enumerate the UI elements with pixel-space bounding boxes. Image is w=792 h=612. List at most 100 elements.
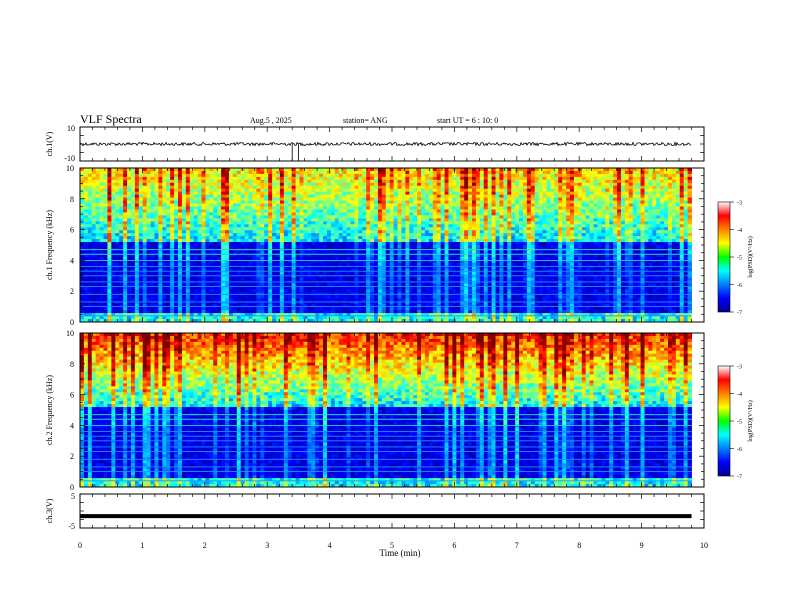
spectrogram-cell bbox=[315, 215, 320, 219]
spectrogram-cell bbox=[138, 236, 144, 240]
spectrogram-cell bbox=[397, 215, 402, 219]
spectrogram-cell bbox=[119, 259, 124, 264]
spectrogram-cell bbox=[377, 209, 383, 213]
spectrogram-cell bbox=[142, 233, 148, 237]
spectrogram-cell bbox=[260, 215, 265, 219]
spectrogram-cell bbox=[178, 221, 183, 225]
spectrogram-cell bbox=[185, 206, 191, 210]
spectrogram-cell bbox=[440, 224, 445, 228]
spectrogram-cell bbox=[193, 233, 198, 237]
spectrogram-cell bbox=[103, 176, 108, 181]
spectrogram-cell bbox=[134, 209, 140, 213]
spectrogram-cell bbox=[526, 209, 532, 213]
spectrogram-cell bbox=[436, 182, 442, 187]
spectrogram-cell bbox=[671, 212, 677, 216]
spectrogram-cell bbox=[115, 203, 120, 207]
spectrogram-cell bbox=[538, 179, 543, 184]
spectrogram-cell bbox=[268, 179, 273, 184]
spectrogram-cell bbox=[472, 227, 477, 231]
spectrogram-cell bbox=[366, 168, 371, 172]
spectrogram-cell bbox=[483, 185, 489, 190]
spectrogram-cell bbox=[511, 250, 516, 255]
spectrogram-cell bbox=[342, 173, 347, 178]
spectrogram-cell bbox=[334, 170, 340, 175]
spectrogram-cell bbox=[503, 212, 508, 216]
spectrogram-cell bbox=[166, 191, 171, 196]
spectrogram-cell bbox=[217, 256, 222, 261]
spectrogram-cell bbox=[346, 188, 351, 193]
spectrogram-cell bbox=[256, 215, 261, 219]
spectrogram-cell bbox=[389, 203, 394, 207]
spectrogram-cell bbox=[644, 227, 649, 231]
spectrogram-cell bbox=[205, 245, 210, 249]
spectrogram-cell bbox=[111, 197, 116, 201]
spectrogram-cell bbox=[581, 230, 587, 234]
spectrogram-cell bbox=[123, 191, 128, 196]
spectrogram-cell bbox=[632, 197, 638, 201]
spectrogram-cell bbox=[652, 206, 657, 210]
spectrogram-cell bbox=[573, 185, 579, 190]
spectrogram-cell bbox=[342, 245, 347, 249]
spectrogram-cell bbox=[99, 218, 104, 222]
spectrogram-cell bbox=[632, 179, 638, 184]
spectrogram-cell bbox=[326, 236, 332, 240]
spectrogram-cell bbox=[417, 173, 422, 178]
spectrogram-cell bbox=[424, 242, 430, 246]
spectrogram-cell bbox=[189, 179, 195, 184]
spectrogram-cell bbox=[154, 221, 159, 225]
spectrogram-cell bbox=[546, 170, 551, 175]
spectrogram-cell bbox=[632, 221, 638, 225]
spectrogram-cell bbox=[95, 218, 100, 222]
spectrogram-cell bbox=[146, 194, 151, 199]
spectrogram-cell bbox=[424, 230, 430, 234]
spectrogram-cell bbox=[248, 215, 253, 219]
spectrogram-cell bbox=[146, 185, 151, 190]
spectrogram-cell bbox=[456, 227, 461, 231]
spectrogram-cell bbox=[264, 227, 269, 231]
spectrogram-cell bbox=[628, 176, 634, 181]
spectrogram-cell bbox=[522, 191, 528, 196]
spectrogram-cell bbox=[303, 218, 308, 222]
spectrogram-cell bbox=[91, 253, 97, 258]
spectrogram-cell bbox=[279, 245, 285, 249]
spectrogram-cell bbox=[617, 256, 622, 261]
spectrogram-cell bbox=[178, 173, 183, 178]
spectrogram-cell bbox=[319, 236, 324, 240]
spectrogram-cell bbox=[526, 170, 532, 175]
spectrogram-cell bbox=[432, 168, 438, 172]
spectrogram-cell bbox=[291, 212, 296, 216]
spectrogram-cell bbox=[181, 215, 187, 219]
spectrogram-cell bbox=[189, 230, 195, 234]
spectrogram-cell bbox=[448, 236, 453, 240]
spectrogram-cell bbox=[475, 215, 481, 219]
spectrogram-cell bbox=[511, 173, 516, 178]
spectrogram-cell bbox=[519, 227, 524, 231]
spectrogram-cell bbox=[201, 245, 206, 249]
spectrogram-cell bbox=[366, 176, 371, 181]
spectrogram-cell bbox=[440, 173, 445, 178]
spectrogram-cell bbox=[276, 203, 281, 207]
spectrogram-cell bbox=[624, 197, 630, 201]
spectrogram-cell bbox=[303, 215, 308, 219]
spectrogram-cell bbox=[593, 200, 598, 204]
spectrogram-cell bbox=[421, 230, 426, 234]
spectrogram-cell bbox=[248, 242, 253, 246]
spectrogram-cell bbox=[538, 176, 543, 181]
spectrogram-cell bbox=[221, 191, 226, 196]
spectrogram-cell bbox=[609, 200, 614, 204]
spectrogram-cell bbox=[193, 250, 198, 255]
spectrogram-cell bbox=[201, 212, 206, 216]
spectrogram-cell bbox=[624, 191, 630, 196]
spectrogram-cell bbox=[573, 200, 579, 204]
spectrogram-cell bbox=[542, 182, 547, 187]
spectrogram-cell bbox=[636, 194, 641, 199]
spectrogram-cell bbox=[385, 170, 391, 175]
spectrogram-cell bbox=[432, 230, 438, 234]
spectrogram-cell bbox=[464, 250, 469, 255]
spectrogram-cell bbox=[146, 170, 151, 175]
spectrogram-cell bbox=[123, 176, 128, 181]
spectrogram-cell bbox=[178, 236, 183, 240]
spectrogram-cell bbox=[362, 233, 367, 237]
spectrogram-cell bbox=[664, 245, 669, 249]
spectrogram-cell bbox=[428, 168, 434, 172]
